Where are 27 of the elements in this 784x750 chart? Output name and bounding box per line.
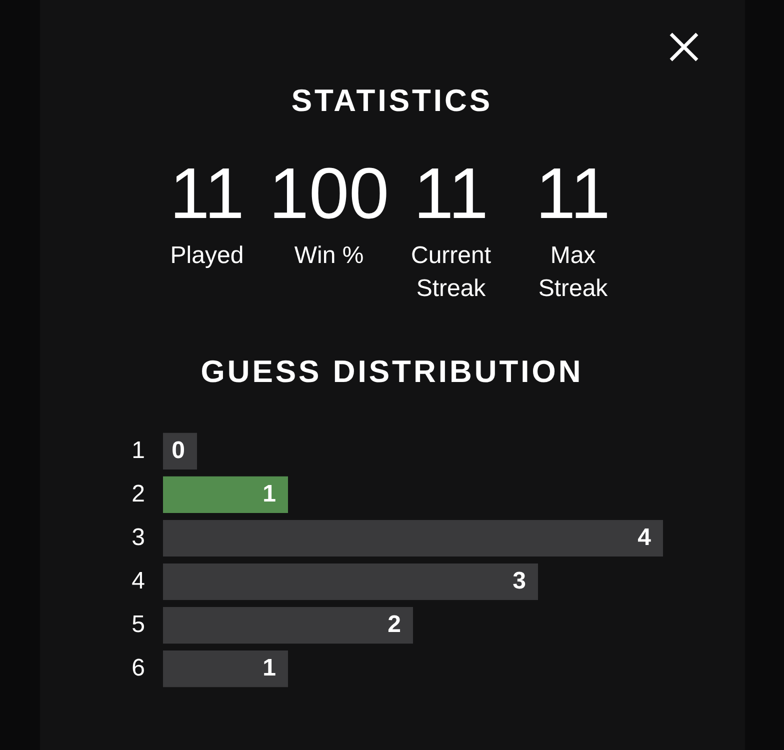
y-tick-label: 3 bbox=[132, 524, 145, 551]
bar bbox=[163, 520, 663, 557]
y-tick-label: 6 bbox=[132, 654, 145, 682]
chart-title: GUESS DISTRIBUTION bbox=[200, 354, 584, 389]
data-label: 1 bbox=[262, 480, 276, 508]
bar bbox=[163, 650, 288, 688]
data-label: 2 bbox=[388, 610, 401, 638]
y-tick-label: 1 bbox=[132, 436, 145, 464]
data-label: 11 bbox=[534, 154, 612, 234]
bar bbox=[163, 476, 288, 513]
category-label: Win % bbox=[293, 241, 365, 271]
y-tick-label: 4 bbox=[132, 567, 145, 594]
y-tick-label: 2 bbox=[132, 480, 145, 508]
text: STATISTICS bbox=[290, 83, 494, 118]
bar bbox=[163, 563, 538, 600]
data-label: 0 bbox=[172, 436, 185, 464]
data-label: 3 bbox=[512, 567, 526, 594]
data-label: 11 bbox=[412, 154, 490, 234]
data-label: 100 bbox=[268, 154, 390, 234]
category-label: Max Streak bbox=[537, 241, 609, 304]
category-label: Played bbox=[169, 241, 245, 271]
data-label: 4 bbox=[638, 524, 652, 551]
data-label: 1 bbox=[262, 654, 276, 682]
category-label: Current Streak bbox=[410, 241, 492, 304]
data-label: 11 bbox=[168, 154, 246, 234]
bar bbox=[163, 607, 413, 644]
y-tick-label: 5 bbox=[132, 610, 145, 638]
